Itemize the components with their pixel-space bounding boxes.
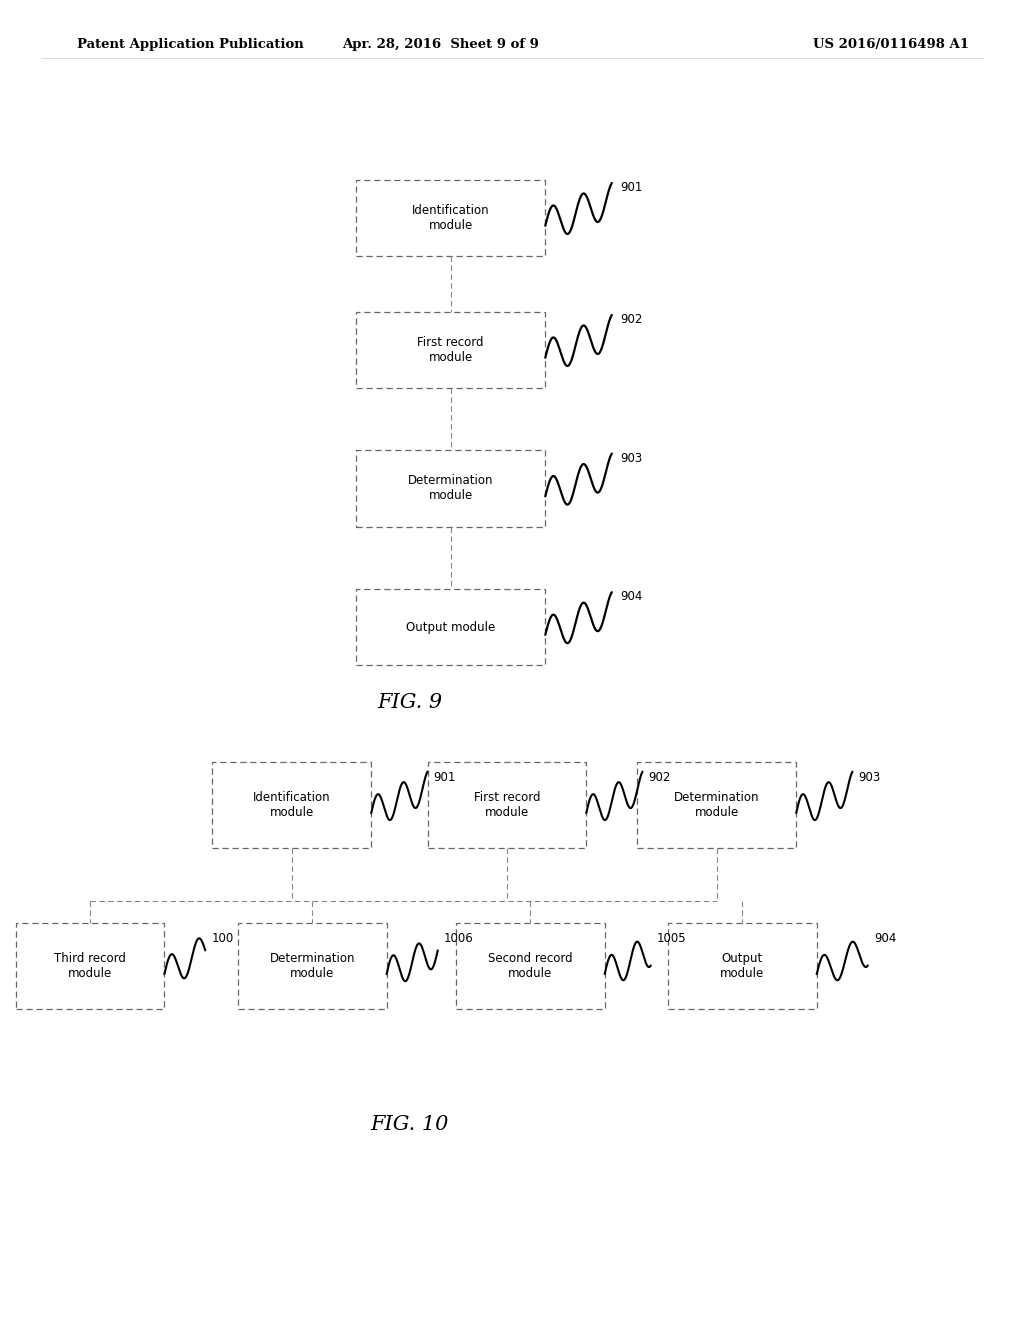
FancyBboxPatch shape	[356, 312, 545, 388]
FancyBboxPatch shape	[356, 589, 545, 665]
Text: FIG. 9: FIG. 9	[377, 693, 442, 711]
Text: 903: 903	[858, 771, 881, 784]
FancyBboxPatch shape	[238, 924, 386, 1008]
Text: Determination
module: Determination module	[269, 952, 355, 981]
FancyBboxPatch shape	[356, 180, 545, 256]
Text: 1005: 1005	[657, 932, 686, 945]
Text: 901: 901	[434, 771, 456, 784]
Text: 902: 902	[649, 771, 671, 784]
Text: 100: 100	[211, 932, 233, 945]
Text: US 2016/0116498 A1: US 2016/0116498 A1	[813, 38, 969, 51]
FancyBboxPatch shape	[668, 924, 817, 1008]
Text: First record
module: First record module	[418, 335, 483, 364]
Text: First record
module: First record module	[474, 791, 540, 820]
Text: Identification
module: Identification module	[253, 791, 331, 820]
Text: Output module: Output module	[406, 620, 496, 634]
Text: Patent Application Publication: Patent Application Publication	[77, 38, 303, 51]
FancyBboxPatch shape	[428, 762, 586, 847]
Text: 903: 903	[620, 451, 642, 465]
Text: Third record
module: Third record module	[54, 952, 126, 981]
Text: 904: 904	[620, 590, 642, 603]
FancyBboxPatch shape	[637, 762, 797, 847]
FancyBboxPatch shape	[457, 924, 604, 1008]
Text: Apr. 28, 2016  Sheet 9 of 9: Apr. 28, 2016 Sheet 9 of 9	[342, 38, 539, 51]
Text: 901: 901	[620, 181, 642, 194]
Text: 902: 902	[620, 313, 642, 326]
Text: FIG. 10: FIG. 10	[371, 1115, 449, 1134]
Text: 1006: 1006	[444, 932, 474, 945]
Text: Second record
module: Second record module	[488, 952, 572, 981]
Text: Output
module: Output module	[720, 952, 765, 981]
Text: 904: 904	[874, 932, 896, 945]
FancyBboxPatch shape	[356, 450, 545, 527]
Text: Determination
module: Determination module	[674, 791, 760, 820]
FancyBboxPatch shape	[212, 762, 371, 847]
Text: Identification
module: Identification module	[412, 203, 489, 232]
Text: Determination
module: Determination module	[408, 474, 494, 503]
FancyBboxPatch shape	[16, 924, 164, 1008]
